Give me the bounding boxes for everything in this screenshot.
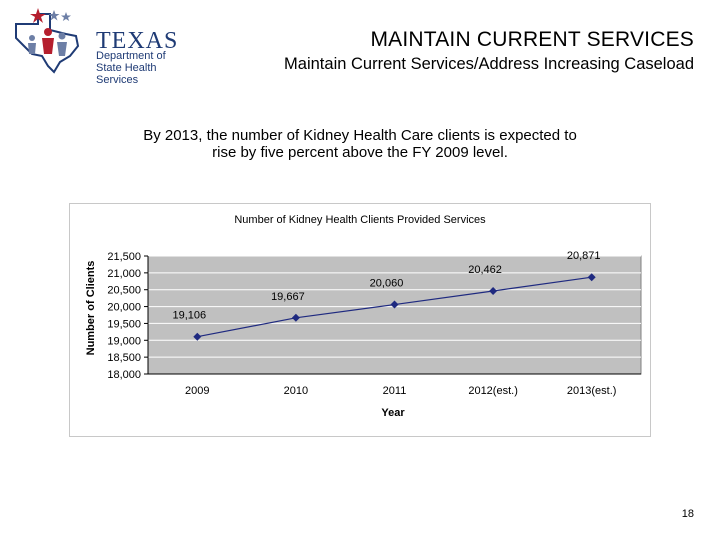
logo-dept-line1: Department of <box>96 50 166 62</box>
slide-title: MAINTAIN CURRENT SERVICES <box>370 28 694 51</box>
data-label: 19,667 <box>271 291 305 303</box>
logo-department: Department of State Health Services <box>96 50 193 86</box>
data-label: 20,871 <box>567 250 601 262</box>
y-tick-label: 18,000 <box>107 369 141 381</box>
y-tick-label: 21,000 <box>107 268 141 280</box>
x-tick-label: 2011 <box>383 385 407 397</box>
x-tick-label: 2012(est.) <box>468 385 518 397</box>
dshs-logo: TEXAS Department of State Health Service… <box>8 6 193 86</box>
data-label: 19,106 <box>172 310 206 322</box>
x-tick-label: 2010 <box>284 385 308 397</box>
y-tick-label: 18,500 <box>107 352 141 364</box>
x-tick-label: 2013(est.) <box>567 385 617 397</box>
logo-dept-line2: State Health Services <box>96 62 157 86</box>
data-point <box>291 313 300 322</box>
y-axis-title: Number of Clients <box>85 261 97 356</box>
data-point <box>390 300 399 309</box>
y-tick-label: 21,500 <box>107 251 141 263</box>
lead-line-2: rise by five percent above the FY 2009 l… <box>212 144 508 161</box>
lead-text: By 2013, the number of Kidney Health Car… <box>60 127 660 161</box>
data-label: 20,462 <box>468 264 502 276</box>
y-tick-label: 20,000 <box>107 302 141 314</box>
chart-container: Number of Kidney Health Clients Provided… <box>69 203 651 437</box>
plot-area <box>147 255 642 375</box>
line-chart: Number of Kidney Health Clients Provided… <box>85 214 642 419</box>
x-axis-title: Year <box>381 407 405 419</box>
logo-wordmark: TEXAS <box>96 28 179 54</box>
data-point <box>489 286 498 295</box>
y-tick-label: 20,500 <box>107 285 141 297</box>
data-point <box>193 332 202 341</box>
texas-map-icon <box>15 8 80 74</box>
slide-subtitle: Maintain Current Services/Address Increa… <box>284 55 694 73</box>
data-point <box>587 273 596 282</box>
y-tick-label: 19,500 <box>107 318 141 330</box>
page-number: 18 <box>681 508 694 520</box>
y-tick-label: 19,000 <box>107 335 141 347</box>
lead-line-1: By 2013, the number of Kidney Health Car… <box>143 127 577 144</box>
x-tick-label: 2009 <box>185 385 209 397</box>
chart-title: Number of Kidney Health Clients Provided… <box>234 214 486 226</box>
data-label: 20,060 <box>370 278 404 290</box>
